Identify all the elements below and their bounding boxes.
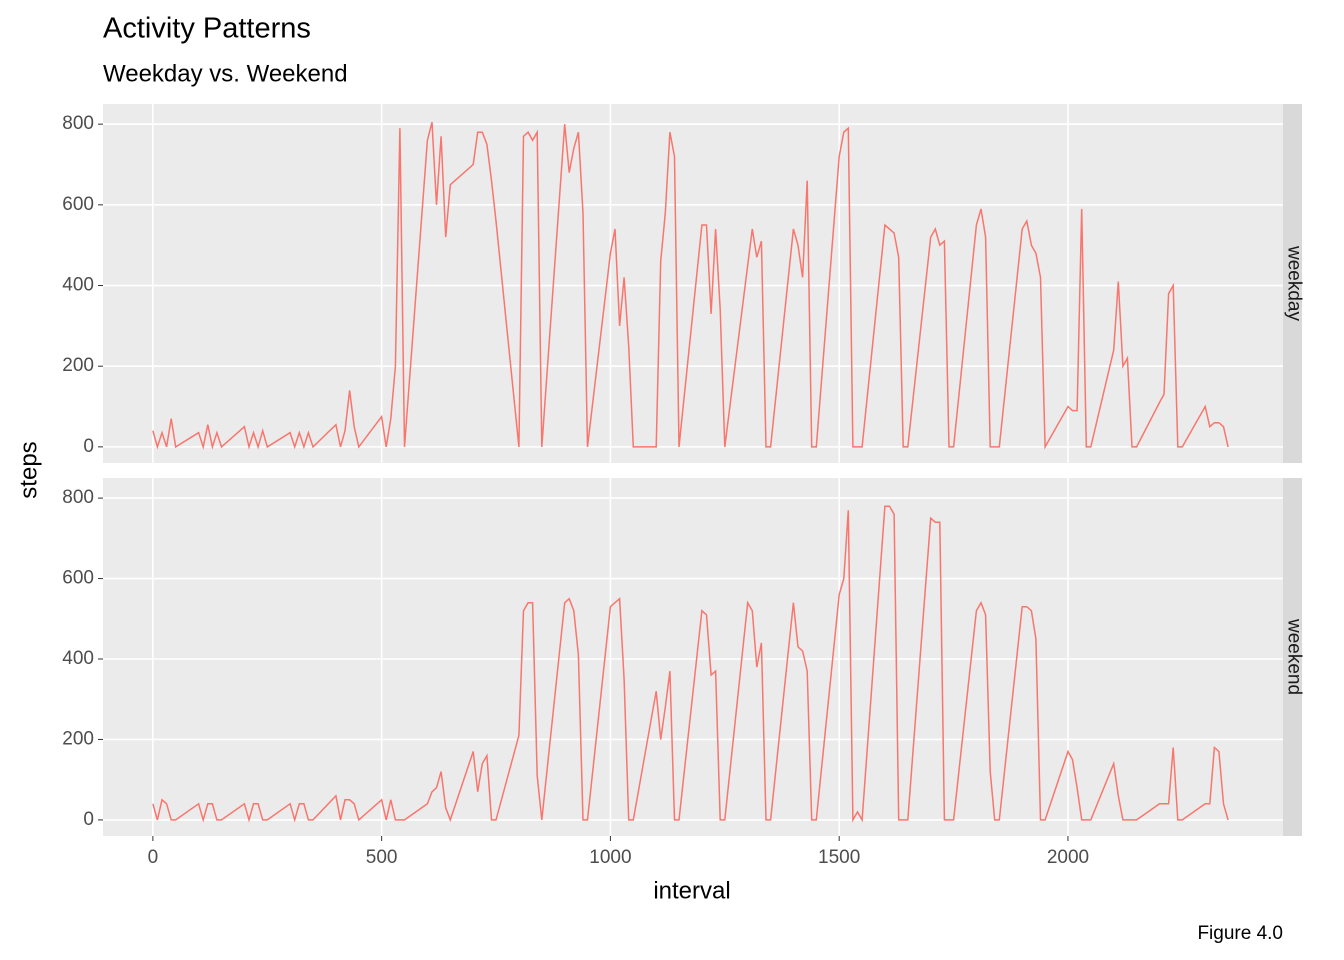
x-tick-label: 2000 <box>1047 847 1089 868</box>
y-tick-label: 600 <box>62 568 94 589</box>
strip-label: weekday <box>1283 245 1304 321</box>
x-tick-label: 1000 <box>589 847 631 868</box>
panel-background <box>103 478 1283 836</box>
y-tick-label: 400 <box>62 648 94 669</box>
x-tick-label: 500 <box>366 847 398 868</box>
panel-background <box>103 104 1283 463</box>
y-tick-label: 800 <box>62 113 94 134</box>
y-tick-label: 800 <box>62 487 94 508</box>
x-tick-label: 1500 <box>818 847 860 868</box>
y-tick-label: 200 <box>62 728 94 749</box>
x-axis-label: interval <box>653 877 730 904</box>
strip-label: weekend <box>1283 618 1304 695</box>
strip <box>1283 104 1302 463</box>
y-tick-label: 0 <box>83 809 94 830</box>
strip <box>1283 478 1302 836</box>
y-axis-label: steps <box>15 441 42 498</box>
caption: Figure 4.0 <box>1197 923 1283 944</box>
y-tick-label: 600 <box>62 194 94 215</box>
line <box>152 505 1229 823</box>
y-tick-label: 200 <box>62 355 94 376</box>
line <box>152 122 1229 450</box>
y-tick-label: 400 <box>62 275 94 296</box>
y-tick-label: 0 <box>83 436 94 457</box>
chart-title: Activity Patterns <box>103 13 311 45</box>
x-tick-label: 0 <box>148 847 159 868</box>
chart-subtitle: Weekday vs. Weekend <box>103 60 348 87</box>
